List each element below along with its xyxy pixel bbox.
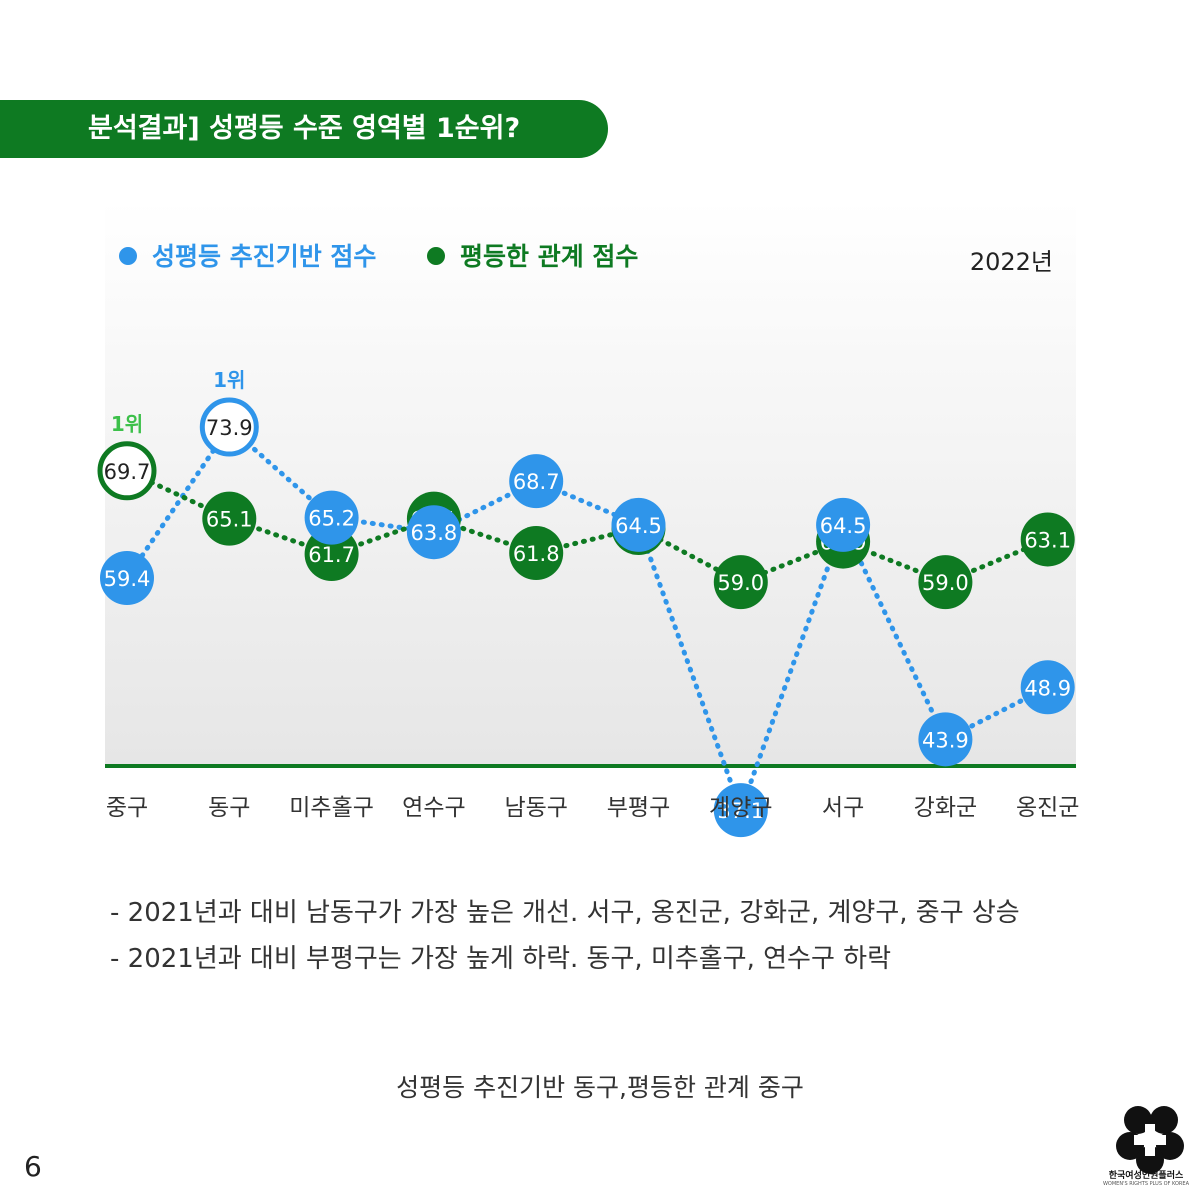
data-label: 64.5 [615, 514, 662, 538]
year-label: 2022년 [970, 248, 1053, 276]
rank-label: 1위 [213, 368, 245, 392]
x-tick-label: 강화군 [914, 795, 977, 821]
data-point [918, 555, 973, 610]
logo-text: 한국여성인권플러스 [1108, 1171, 1184, 1181]
x-tick-label: 연수구 [402, 795, 465, 821]
data-point [406, 505, 461, 560]
data-point [1020, 512, 1075, 567]
data-point [816, 497, 871, 552]
data-point [509, 526, 564, 581]
data-point [918, 712, 973, 767]
data-label: 65.1 [206, 508, 253, 532]
data-label: 48.9 [1024, 676, 1071, 700]
x-tick-label: 옹진군 [1016, 795, 1079, 821]
data-label: 63.8 [411, 521, 458, 545]
data-point [713, 555, 768, 610]
logo-icon [1116, 1106, 1184, 1174]
note-line: - 2021년과 대비 남동구가 가장 높은 개선. 서구, 옹진군, 강화군,… [110, 898, 1020, 928]
legend-marker [119, 247, 137, 265]
x-tick-label: 중구 [106, 795, 148, 821]
data-label: 59.0 [922, 571, 969, 595]
data-label: 37.1 [717, 799, 764, 823]
data-point [509, 454, 564, 509]
data-point [1020, 660, 1075, 715]
data-label: 63.1 [1024, 528, 1071, 552]
x-tick-label: 동구 [208, 795, 250, 821]
rank-label: 1위 [111, 412, 143, 436]
series-line [124, 423, 1051, 818]
plot-background [105, 200, 1076, 765]
data-point [611, 497, 666, 552]
note-line: - 2021년과 대비 부평구는 가장 높게 하락. 동구, 미추홀구, 연수구… [110, 944, 891, 974]
x-tick-label: 서구 [822, 795, 864, 821]
page-title: 분석결과] 성평등 수준 영역별 1순위? [88, 113, 521, 144]
data-label: 69.7 [104, 460, 151, 484]
data-label: 65.2 [308, 507, 355, 531]
page-number: 6 [24, 1150, 42, 1183]
title-bar: 분석결과] 성평등 수준 영역별 1순위? [0, 100, 608, 158]
data-point [304, 490, 359, 545]
x-tick-label: 남동구 [504, 795, 567, 821]
data-point [202, 491, 257, 546]
data-point [199, 397, 259, 457]
data-point [97, 441, 157, 501]
logo-subtext: WOMEN'S RIGHTS PLUS OF KOREA [1102, 1181, 1189, 1187]
data-label: 68.7 [513, 470, 560, 494]
x-tick-label: 계양구 [709, 795, 772, 821]
data-label: 64.5 [820, 514, 867, 538]
summary-text: 성평등 추진기반 동구,평등한 관계 중구 [396, 1073, 804, 1102]
data-label: 61.8 [513, 542, 560, 566]
legend-label: 평등한 관계 점수 [460, 242, 638, 271]
data-label: 59.0 [717, 571, 764, 595]
x-tick-label: 부평구 [607, 795, 670, 821]
data-label: 61.7 [308, 543, 355, 567]
data-label: 73.9 [206, 416, 253, 440]
data-point [713, 783, 768, 838]
data-label: 59.4 [104, 567, 151, 591]
legend-label: 성평등 추진기반 점수 [152, 242, 376, 271]
legend-marker [427, 247, 445, 265]
data-point [100, 551, 154, 605]
data-label: 43.9 [922, 728, 969, 752]
x-tick-label: 미추홀구 [289, 795, 374, 821]
notes: - 2021년과 대비 남동구가 가장 높은 개선. 서구, 옹진군, 강화군,… [110, 890, 1020, 982]
